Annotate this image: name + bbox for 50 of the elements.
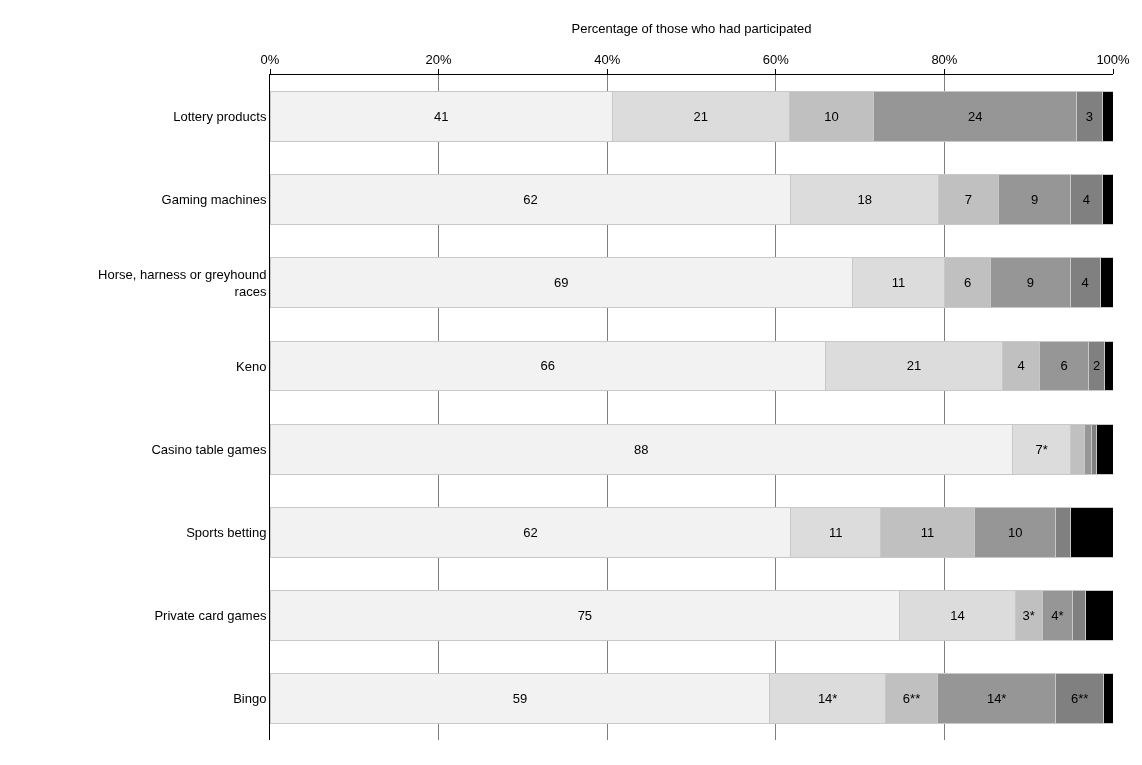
data-label: 4 (1081, 275, 1089, 291)
data-label: 21 (693, 109, 709, 125)
x-tick-label: 20% (425, 51, 453, 67)
data-label: 7 (964, 192, 973, 208)
data-label: 14* (986, 690, 1007, 706)
x-tick-label: 40% (594, 51, 621, 67)
data-label: 4 (1017, 358, 1025, 374)
data-label: 6** (1071, 690, 1089, 706)
x-tick-label: 80% (931, 51, 958, 67)
data-label: 6** (902, 690, 921, 706)
data-label: 18 (857, 192, 872, 208)
data-label: 41 (433, 109, 449, 125)
x-tick-label: 60% (762, 51, 790, 67)
data-label: 9 (1030, 192, 1039, 208)
data-label: 6 (1060, 358, 1068, 374)
data-label: 62 (523, 524, 538, 540)
x-axis-title: Percentage of those who had participated (571, 20, 812, 36)
data-label: 66 (540, 358, 555, 374)
data-label: 10 (824, 109, 839, 125)
data-label: 4* (1051, 607, 1064, 623)
data-label: 75 (577, 607, 593, 623)
y-tick-label: Lottery products (173, 109, 267, 125)
x-tick-label: 0% (260, 51, 280, 67)
data-label: 14* (817, 690, 838, 706)
data-label: 24 (967, 109, 983, 125)
data-label: 10 (1007, 524, 1023, 540)
data-label: 62 (523, 192, 538, 208)
data-label: 59 (512, 690, 528, 706)
data-label: 11 (920, 524, 935, 540)
y-tick-label: Horse, harness or greyhound races (98, 266, 267, 299)
data-label: 14 (950, 607, 965, 623)
y-tick-label: Sports betting (186, 524, 267, 540)
data-label: 6 (963, 275, 972, 291)
data-label: 4 (1082, 192, 1091, 208)
y-tick-label: Gaming machines (161, 192, 267, 208)
data-label: 11 (891, 275, 906, 291)
data-label: 2 (1092, 358, 1101, 374)
x-tick-label: 100% (1096, 51, 1131, 67)
y-tick-label: Casino table games (151, 441, 267, 457)
data-label: 7* (1035, 441, 1048, 457)
data-label: 88 (634, 441, 649, 457)
data-label: 69 (554, 275, 569, 291)
y-tick-label: Keno (236, 358, 267, 374)
y-tick-label: Private card games (154, 607, 267, 623)
data-label: 9 (1026, 275, 1035, 291)
y-tick-label: Bingo (233, 690, 267, 706)
data-label: 11 (828, 524, 843, 540)
data-label: 3* (1022, 607, 1035, 623)
data-label: 3 (1085, 109, 1094, 125)
data-label: 21 (906, 358, 922, 374)
